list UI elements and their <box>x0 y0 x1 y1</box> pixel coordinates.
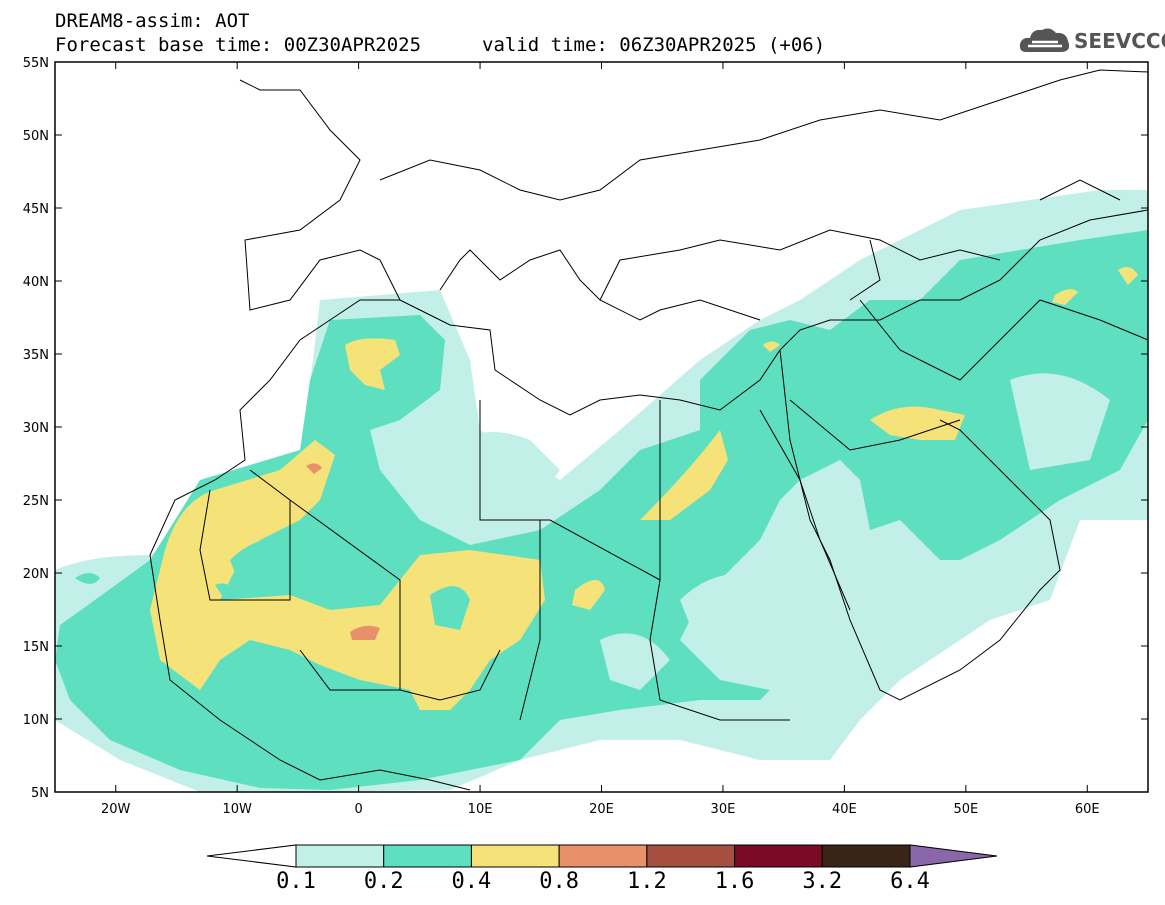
lon-tick-label: 30E <box>711 802 736 817</box>
lon-tick-label: 10W <box>222 802 252 817</box>
colorbar-over-arrow <box>909 844 998 868</box>
colorbar-segment <box>470 844 560 868</box>
lat-tick-label: 20N <box>23 567 49 582</box>
colorbar-under-arrow <box>206 844 297 868</box>
colorbar <box>206 844 998 868</box>
lon-tick-label: 60E <box>1075 802 1100 817</box>
lat-tick-label: 35N <box>23 348 49 363</box>
lat-tick-label: 45N <box>23 202 49 217</box>
colorbar-level-label: 0.2 <box>363 869 404 894</box>
lat-tick-label: 25N <box>23 494 49 509</box>
colorbar-level-label: 3.2 <box>802 869 843 894</box>
map-title: DREAM8-assim: AOT <box>55 10 250 32</box>
forecast-base-time: Forecast base time: 00Z30APR2025 <box>55 34 422 56</box>
lat-tick-label: 40N <box>23 275 49 290</box>
lat-tick-label: 5N <box>31 786 49 801</box>
colorbar-level-label: 0.4 <box>451 869 492 894</box>
colorbar-level-label: 0.8 <box>539 869 580 894</box>
colorbar-segment <box>295 844 385 868</box>
colorbar-segment <box>558 844 648 868</box>
aot-forecast-map: 55N 50N 45N 40N 35N 30N 25N 20N 15N 10N 5N 20W 10W 0… <box>23 56 1149 868</box>
coastlines <box>149 69 1148 791</box>
lon-tick-label: 20E <box>589 802 614 817</box>
aot-field <box>55 190 1148 792</box>
latitude-axis: 55N 50N 45N 40N 35N 30N 25N 20N 15N 10N 5N <box>23 56 1148 801</box>
colorbar-segment <box>734 844 823 868</box>
cloud-icon <box>1019 28 1070 52</box>
lon-tick-label: 0 <box>354 802 362 817</box>
lon-tick-label: 50E <box>953 802 978 817</box>
colorbar-level-label: 6.4 <box>890 869 930 894</box>
lat-tick-label: 30N <box>23 421 49 436</box>
colorbar-level-label: 1.2 <box>626 869 667 894</box>
lat-tick-label: 15N <box>23 640 49 655</box>
colorbar-level-label: 0.1 <box>276 869 316 894</box>
lat-tick-label: 55N <box>23 56 49 71</box>
logo-text: SEEVCCC <box>1074 29 1165 53</box>
longitude-axis: 20W 10W 0 10E 20E 30E 40E 50E 60E <box>101 62 1100 817</box>
colorbar-segment <box>383 844 472 868</box>
lat-tick-label: 50N <box>23 129 49 144</box>
lon-tick-label: 20W <box>101 802 131 817</box>
lon-tick-label: 10E <box>468 802 493 817</box>
colorbar-segment <box>821 844 911 868</box>
lat-tick-label: 10N <box>23 713 49 728</box>
colorbar-level-label: 1.6 <box>714 869 755 894</box>
seevccc-logo: SEEVCCC <box>1018 24 1165 58</box>
lon-tick-label: 40E <box>832 802 857 817</box>
colorbar-segment <box>646 844 736 868</box>
valid-time: valid time: 06Z30APR2025 (+06) <box>482 34 826 56</box>
colorbar-labels: 0.1 0.2 0.4 0.8 1.2 1.6 3.2 6.4 <box>0 869 1165 899</box>
